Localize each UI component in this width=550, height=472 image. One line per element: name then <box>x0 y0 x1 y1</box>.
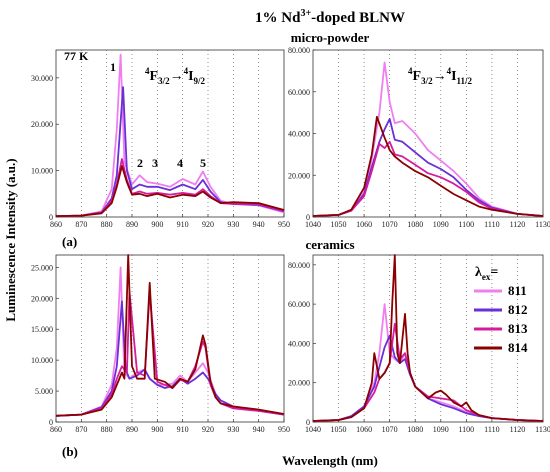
x-tick-label: 950 <box>278 425 290 434</box>
y-tick-label: 5.000 <box>35 387 53 396</box>
legend-label-812: 812 <box>508 302 528 317</box>
x-tick-label: 1130 <box>535 425 550 434</box>
x-tick-label: 920 <box>202 425 214 434</box>
panel-top-right: 1040 1050 1060 1070 1080 1090 1100 1110 1120 1130… <box>288 46 550 229</box>
peak-label-5: 5 <box>200 156 206 170</box>
peak-label-4: 4 <box>177 156 183 170</box>
series-line-812 <box>55 300 285 417</box>
y-tick-label: 0 <box>306 418 310 427</box>
y-tick-label: 20.000 <box>31 120 53 129</box>
y-tick-label: 0 <box>306 213 310 222</box>
series-line-814 <box>312 254 544 422</box>
y-tick-label: 60.000 <box>288 88 310 97</box>
transition-right-label: 4F3/2→4I11/2 <box>408 66 473 86</box>
series-line-811 <box>55 53 285 217</box>
x-tick-label: 910 <box>177 425 189 434</box>
y-tick-label: 40.000 <box>288 339 310 348</box>
x-tick-label: 920 <box>202 220 214 229</box>
y-tick-label: 20.000 <box>31 294 53 303</box>
x-tick-label: 1080 <box>407 220 423 229</box>
legend-label-813: 813 <box>508 321 528 336</box>
y-tick-label: 0 <box>49 418 53 427</box>
x-tick-label: 870 <box>75 425 87 434</box>
panel-a-label: (a) <box>62 234 77 249</box>
section-top-label: micro-powder <box>291 30 370 45</box>
legend-label-814: 814 <box>508 340 528 355</box>
y-tick-label: 80.000 <box>288 46 310 55</box>
y-tick-label: 10.000 <box>31 167 53 176</box>
y-tick-label: 0 <box>49 213 53 222</box>
x-tick-label: 870 <box>75 220 87 229</box>
x-tick-label: 1130 <box>535 220 550 229</box>
x-tick-label: 1070 <box>382 220 398 229</box>
series-line-812 <box>55 86 285 217</box>
panel-top-left: 860 870 880 890 900 910 920 930 940 950 0 10.000 20.… <box>31 49 290 229</box>
panel-bottom-left: 860 870 880 890 900 910 920 930 940 950 0 5.000 10.0… <box>31 254 290 434</box>
x-tick-label: 890 <box>126 425 138 434</box>
x-tick-label: 1070 <box>382 425 398 434</box>
x-tick-label: 950 <box>278 220 290 229</box>
y-tick-label: 80.000 <box>288 261 310 270</box>
x-tick-label: 1040 <box>305 220 321 229</box>
legend-label-811: 811 <box>508 283 527 298</box>
y-tick-label: 40.000 <box>288 130 310 139</box>
x-tick-label: 930 <box>227 220 239 229</box>
x-tick-label: 880 <box>101 220 113 229</box>
section-bottom-label: ceramics <box>305 237 354 252</box>
x-tick-label: 1090 <box>433 425 449 434</box>
panel-b-label: (b) <box>62 444 78 459</box>
x-tick-label: 1110 <box>484 220 499 229</box>
x-tick-label: 860 <box>50 220 62 229</box>
y-tick-label: 10.000 <box>31 356 53 365</box>
x-tick-label: 930 <box>227 425 239 434</box>
y-tick-label: 15.000 <box>31 325 53 334</box>
peak-label-3: 3 <box>152 156 158 170</box>
x-tick-label: 880 <box>101 425 113 434</box>
y-axis-label: Luminescence Intensity (a.u.) <box>3 158 18 321</box>
y-tick-label: 20.000 <box>288 379 310 388</box>
x-tick-label: 1050 <box>331 425 347 434</box>
y-tick-label: 25.000 <box>31 263 53 272</box>
peak-label-2: 2 <box>137 156 143 170</box>
legend-title: λex= <box>475 265 498 282</box>
y-tick-label: 20.000 <box>288 171 310 180</box>
series-line-814 <box>312 115 544 217</box>
x-tick-label: 1040 <box>305 425 321 434</box>
x-axis-label: Wavelength (nm) <box>282 453 378 468</box>
temperature-label: 77 K <box>64 49 89 63</box>
series-line-813 <box>312 140 544 217</box>
x-tick-label: 900 <box>151 220 163 229</box>
y-tick-label: 30.000 <box>31 74 53 83</box>
x-tick-label: 1120 <box>510 425 526 434</box>
series-line-813 <box>312 322 544 422</box>
x-tick-label: 900 <box>151 425 163 434</box>
transition-left-label: 4F3/2→4I9/2 <box>145 66 206 86</box>
x-tick-label: 1060 <box>356 220 372 229</box>
series-line-814 <box>55 165 285 217</box>
x-tick-label: 910 <box>177 220 189 229</box>
x-tick-label: 860 <box>50 425 62 434</box>
plot-area <box>312 254 544 423</box>
x-tick-label: 1080 <box>407 425 423 434</box>
x-tick-label: 1120 <box>510 220 526 229</box>
y-tick-label: 60.000 <box>288 300 310 309</box>
figure-title: 1% Nd3+-doped BLNW <box>255 8 405 26</box>
x-tick-label: 1050 <box>331 220 347 229</box>
x-tick-label: 1060 <box>356 425 372 434</box>
x-tick-label: 1090 <box>433 220 449 229</box>
x-tick-label: 1110 <box>484 425 499 434</box>
x-tick-label: 890 <box>126 220 138 229</box>
x-tick-label: 940 <box>253 220 265 229</box>
x-tick-label: 1100 <box>458 220 474 229</box>
peak-label-1: 1 <box>110 60 116 74</box>
plot-area <box>312 49 544 218</box>
x-tick-label: 1100 <box>458 425 474 434</box>
legend: λex= 811 812 813 814 <box>474 265 528 355</box>
panel-bottom-right: 1040 1050 1060 1070 1080 1090 1100 1110 1120 1130… <box>288 254 550 434</box>
series-line-814 <box>55 254 285 417</box>
plot-area <box>55 254 285 423</box>
x-tick-label: 940 <box>253 425 265 434</box>
